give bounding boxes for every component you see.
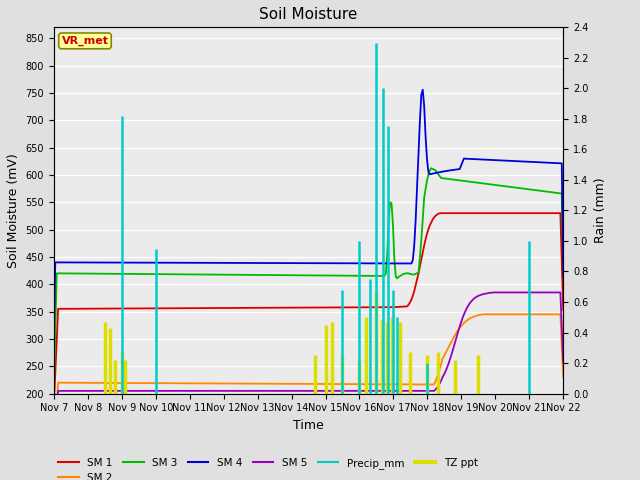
Y-axis label: Soil Moisture (mV): Soil Moisture (mV)	[7, 153, 20, 268]
Title: Soil Moisture: Soil Moisture	[259, 7, 358, 22]
X-axis label: Time: Time	[293, 419, 324, 432]
Y-axis label: Rain (mm): Rain (mm)	[594, 178, 607, 243]
Text: VR_met: VR_met	[61, 36, 109, 46]
Legend: SM 1, SM 2, SM 3, SM 4, SM 5, Precip_mm, TZ ppt: SM 1, SM 2, SM 3, SM 4, SM 5, Precip_mm,…	[54, 454, 482, 480]
